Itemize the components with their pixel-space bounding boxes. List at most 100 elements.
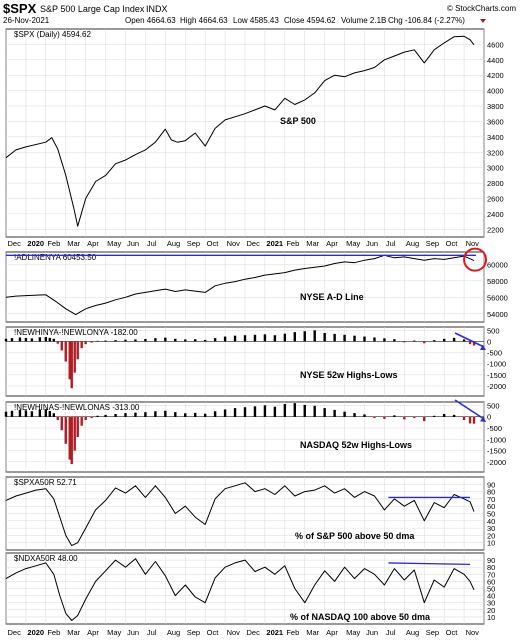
histogram-bar	[343, 334, 346, 342]
x-tick-label: Nov	[466, 628, 480, 637]
histogram-bar	[44, 337, 48, 342]
y-tick-label: -1000	[487, 435, 506, 444]
histogram-bar	[124, 413, 127, 417]
x-tick-label: Nov	[227, 628, 241, 637]
histogram-bar	[323, 333, 326, 342]
histogram-bar	[313, 405, 316, 417]
index-name: S&P 500 Large Cap Index	[40, 4, 145, 14]
histogram-bar	[134, 339, 137, 342]
histogram-bar	[373, 337, 376, 342]
y-tick-label: -1000	[487, 360, 506, 369]
y-tick-label: 70	[487, 495, 495, 504]
histogram-bar	[144, 412, 147, 417]
histogram-bar	[124, 339, 127, 342]
histogram-bar	[343, 411, 346, 417]
y-tick-label: 80	[487, 488, 495, 497]
histogram-bar	[164, 337, 167, 342]
x-tick-label: Dec	[8, 239, 22, 248]
histogram-bar	[233, 408, 237, 417]
y-tick-label: -2000	[487, 458, 506, 467]
histogram-bar	[96, 415, 99, 417]
y-tick-label: 20	[487, 606, 495, 615]
series-line	[5, 558, 475, 621]
histogram-bar	[423, 416, 426, 422]
panel-legend: $SPX (Daily) 4594.62	[14, 30, 91, 39]
histogram-bar	[203, 339, 207, 342]
histogram-bar	[154, 411, 157, 417]
x-tick-label: Jul	[386, 239, 396, 248]
histogram-bar	[30, 338, 34, 342]
histogram-bar	[68, 416, 71, 460]
histogram-bar	[283, 333, 287, 342]
y-tick-label: 0	[487, 337, 491, 346]
chart-header: $SPX S&P 500 Large Cap Index INDX © Stoc…	[3, 1, 516, 25]
down-arrow-icon	[480, 19, 486, 23]
histogram-bar	[363, 336, 366, 342]
histogram-bar	[243, 335, 247, 342]
x-tick-label: May	[107, 239, 121, 248]
y-tick-label: 10	[487, 613, 495, 622]
y-tick-label: -1500	[487, 371, 506, 380]
high-value: High 4664.63	[180, 16, 228, 25]
panel-legend: !NEWHINAS-!NEWLONAS -313.00	[14, 403, 140, 412]
histogram-bar	[104, 340, 107, 342]
x-tick-label: Apr	[87, 628, 99, 637]
histogram-bar	[134, 412, 137, 417]
x-tick-label: Feb	[286, 239, 299, 248]
y-tick-label: 90	[487, 556, 495, 565]
histogram-bar	[10, 338, 14, 342]
y-tick-label: 500	[487, 326, 500, 335]
x-tick-label: Apr	[326, 628, 338, 637]
histogram-bar	[273, 335, 277, 342]
x-tick-label: Aug	[406, 239, 419, 248]
histogram-bar	[333, 333, 336, 342]
y-tick-label: 60	[487, 577, 495, 586]
x-tick-label: Sep	[426, 628, 439, 637]
histogram-bar	[60, 341, 63, 351]
histogram-bar	[24, 337, 28, 342]
x-tick-label: Oct	[207, 628, 220, 637]
histogram-bar	[253, 334, 257, 342]
histogram-bar	[323, 408, 326, 417]
x-axis-top: Dec 2020 Feb Mar Apr May Jun Jul Aug Sep Oct Nov Dec…	[8, 239, 480, 248]
histogram-bar	[194, 339, 197, 342]
y-tick-label: 4200	[487, 71, 504, 80]
x-tick-label: Sep	[426, 239, 439, 248]
histogram-bar	[70, 416, 73, 465]
y-tick-label: 4000	[487, 87, 504, 96]
chart-panel-3: -2000 -1500 -1000 -500 0 500 !NEWHINYA-!NEWLON…	[4, 326, 506, 397]
highlight-circle	[463, 247, 488, 272]
histogram-bar	[73, 416, 76, 451]
histogram-bar	[462, 416, 466, 421]
change-value: Chg -106.84 (-2.27%)	[388, 16, 465, 25]
histogram-bar	[96, 340, 99, 342]
histogram-bar	[30, 411, 34, 417]
histogram-bar	[184, 413, 187, 417]
x-tick-label: Jun	[127, 628, 139, 637]
histogram-bar	[393, 415, 396, 417]
histogram-bar	[164, 410, 167, 417]
x-tick-label: Dec	[247, 628, 261, 637]
y-tick-label: 50	[487, 510, 495, 519]
histogram-bar	[403, 416, 406, 420]
trend-line	[388, 562, 471, 566]
x-tick-label: Apr	[87, 239, 99, 248]
x-tick-label: May	[346, 628, 360, 637]
y-tick-label: -500	[487, 424, 502, 433]
y-tick-label: 40	[487, 517, 495, 526]
y-tick-label: 54000	[487, 310, 508, 319]
close-value: Close 4594.62	[284, 16, 336, 25]
histogram-bar	[462, 339, 466, 342]
histogram-bar	[283, 404, 287, 417]
y-tick-label: 500	[487, 401, 500, 410]
histogram-bar	[76, 341, 79, 360]
histogram-bar	[373, 416, 376, 419]
series-line	[5, 482, 475, 547]
x-tick-label: 2021	[266, 628, 283, 637]
y-tick-label: 60000	[487, 260, 508, 269]
histogram-bar	[76, 416, 79, 437]
y-tick-label: 30	[487, 524, 495, 533]
y-tick-label: 80	[487, 563, 495, 572]
